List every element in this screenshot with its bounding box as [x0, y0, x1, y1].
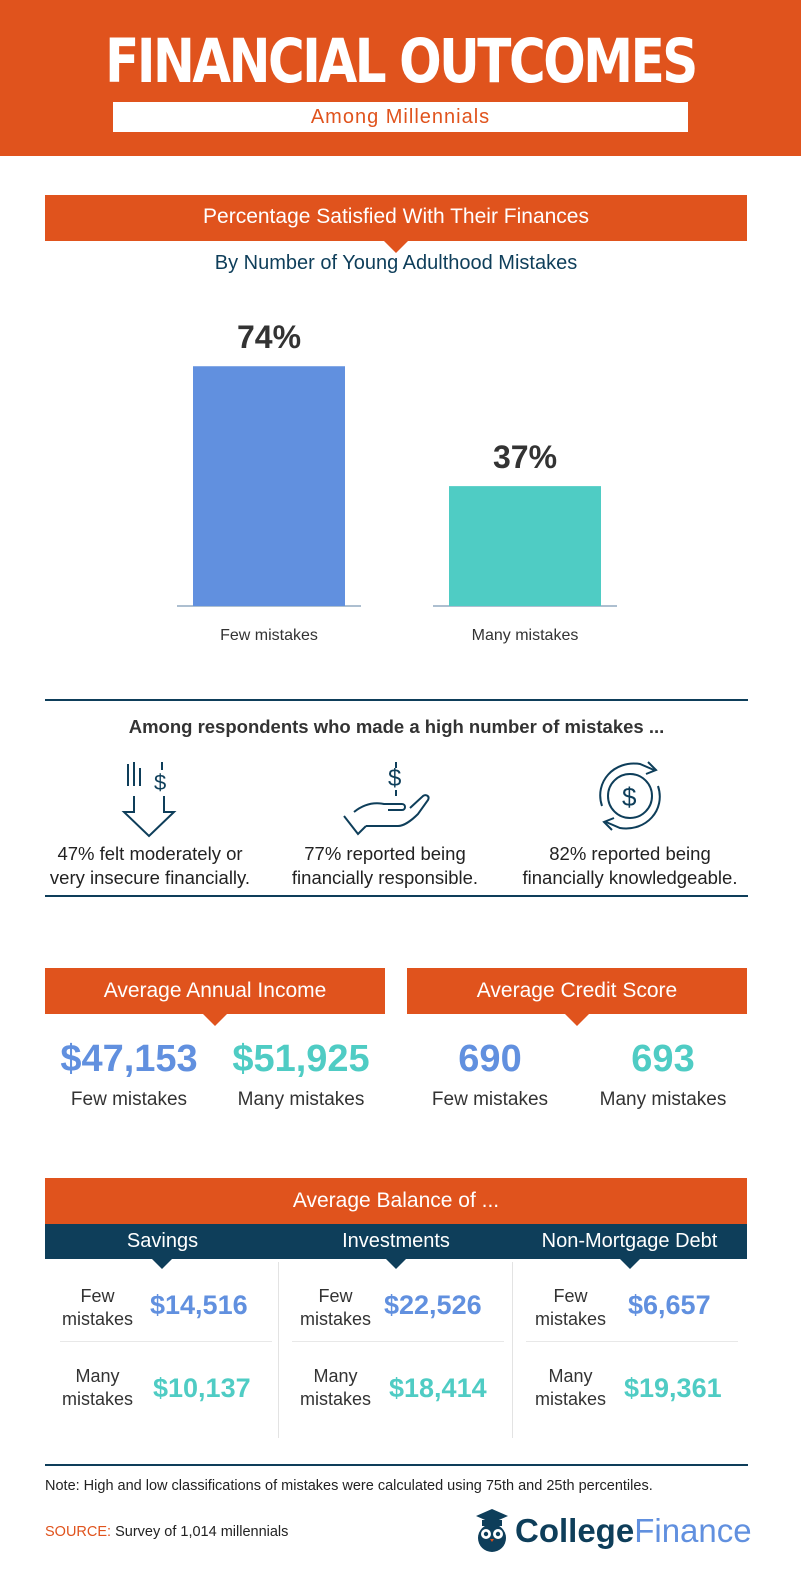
investments-few-value: $22,526 [384, 1290, 482, 1320]
col-notch-investments [385, 1258, 407, 1269]
source-label: SOURCE: [45, 1524, 112, 1540]
col-header-debt: Non-Mortgage Debt [512, 1224, 747, 1259]
category-label: Many mistakes [472, 627, 579, 644]
row-divider [292, 1341, 504, 1342]
col-notch-savings [151, 1258, 173, 1269]
grid-divider [512, 1262, 513, 1438]
svg-text:$: $ [388, 765, 401, 792]
debt-many-value: $19,361 [624, 1373, 722, 1403]
footer-divider [45, 1464, 748, 1466]
svg-text:$: $ [154, 770, 166, 795]
svg-text:$: $ [622, 782, 637, 812]
income-banner-notch [203, 1014, 227, 1026]
investments-many-value: $18,414 [389, 1373, 487, 1403]
chart-subheading: By Number of Young Adulthood Mistakes [214, 252, 578, 274]
credit-few-label: Few mistakes [431, 1089, 549, 1110]
circular-dollar-icon: $ [592, 758, 672, 843]
stat-knowledgeable-line2: financially knowledgeable. [522, 867, 738, 888]
col-header-investments: Investments [278, 1224, 514, 1259]
credit-banner: Average Credit Score [407, 968, 747, 1014]
stat-knowledgeable-line1: 82% reported being [549, 843, 711, 864]
bar-value-label: 37% [493, 439, 557, 475]
footnote: Note: High and low classifications of mi… [45, 1478, 653, 1494]
section-divider-bottom [45, 895, 748, 897]
cell-few-label: Few mistakes [534, 1286, 606, 1329]
section-divider-top [45, 699, 748, 701]
bar-many-mistakes [449, 486, 601, 606]
page-title: FINANCIAL OUTCOMES [105, 26, 698, 97]
stat-responsible-line2: financially responsible. [291, 867, 479, 888]
bar-value-label: 74% [237, 319, 301, 355]
debt-few-value: $6,657 [628, 1290, 711, 1320]
income-many-value: $51,925 [232, 1038, 370, 1080]
stat-insecure-line2: very insecure financially. [49, 867, 251, 888]
row-divider [526, 1341, 738, 1342]
satisfaction-banner: Percentage Satisfied With Their Finances [45, 195, 747, 241]
cell-many-label: Many mistakes [299, 1366, 371, 1409]
credit-many-label: Many mistakes [599, 1089, 727, 1110]
income-few-label: Few mistakes [70, 1089, 188, 1110]
stat-responsible-line1: 77% reported being [304, 843, 466, 864]
source-text: Survey of 1,014 millennials [115, 1524, 289, 1540]
brand-part1: College [515, 1512, 635, 1549]
cell-many-label: Many mistakes [534, 1366, 606, 1409]
down-arrow-dollar-icon: $ [120, 760, 180, 845]
source-line: SOURCE: Survey of 1,014 millennials [45, 1524, 288, 1540]
category-label: Few mistakes [220, 627, 318, 644]
savings-few-value: $14,516 [150, 1290, 248, 1320]
income-many-label: Many mistakes [237, 1089, 365, 1110]
credit-many-value: 693 [631, 1038, 695, 1080]
credit-banner-notch [565, 1014, 589, 1026]
stat-knowledgeable: 82% reported being financially knowledge… [500, 842, 760, 890]
balance-banner: Average Balance of ... [45, 1178, 747, 1224]
col-notch-debt [619, 1258, 641, 1269]
brand-logo[interactable]: CollegeFinance [515, 1512, 752, 1550]
grid-divider [278, 1262, 279, 1438]
cell-many-label: Many mistakes [61, 1366, 133, 1409]
stat-insecure-line1: 47% felt moderately or [57, 843, 243, 864]
page-subtitle: Among Millennials [113, 102, 688, 132]
owl-logo-icon [472, 1506, 512, 1559]
income-banner: Average Annual Income [45, 968, 385, 1014]
cell-few-label: Few mistakes [299, 1286, 371, 1329]
savings-many-value: $10,137 [153, 1373, 251, 1403]
row-divider [60, 1341, 272, 1342]
income-few-value: $47,153 [60, 1038, 198, 1080]
stat-responsible: 77% reported being financially responsib… [260, 842, 510, 890]
col-header-savings: Savings [45, 1224, 280, 1259]
bar-chart: 74% Few mistakes 37% Many mistakes [177, 319, 617, 644]
cell-few-label: Few mistakes [61, 1286, 133, 1329]
high-mistakes-heading: Among respondents who made a high number… [128, 716, 665, 737]
bar-few-mistakes [193, 366, 345, 606]
credit-few-value: 690 [458, 1038, 522, 1080]
hand-dollar-icon: $ [340, 760, 435, 845]
banner-notch [384, 241, 408, 253]
stat-insecure: 47% felt moderately or very insecure fin… [20, 842, 280, 890]
brand-part2: Finance [634, 1512, 752, 1549]
